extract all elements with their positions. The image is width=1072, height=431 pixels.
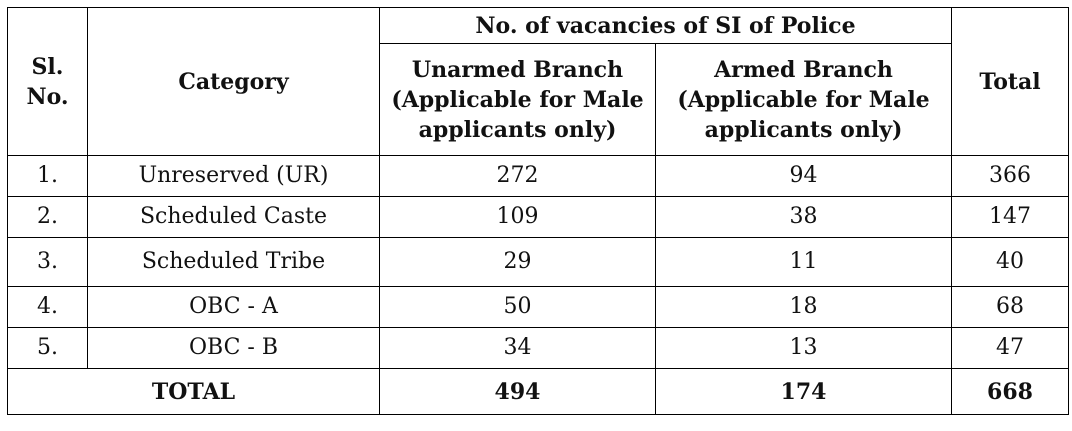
cell-armed: 38 [655, 196, 952, 238]
vacancy-table: Sl. No. Category No. of vacancies of SI … [7, 7, 1069, 415]
cell-category: OBC - B [87, 327, 380, 369]
cell-armed: 13 [655, 327, 952, 369]
cell-sl: 2. [7, 196, 88, 238]
cell-sl: 1. [7, 155, 88, 197]
cell-unarmed: 50 [379, 286, 656, 328]
header-unarmed-line1: Unarmed Branch [411, 56, 624, 83]
cell-sl: 5. [7, 327, 88, 369]
cell-unarmed: 34 [379, 327, 656, 369]
header-unarmed-branch: Unarmed Branch (Applicable for Male appl… [379, 43, 656, 156]
header-sl-no-line2: No. [26, 83, 69, 110]
table-total-row: TOTAL 494 174 668 [7, 368, 1069, 415]
header-category: Category [87, 7, 380, 156]
cell-unarmed: 272 [379, 155, 656, 197]
cell-category: Scheduled Caste [87, 196, 380, 238]
cell-unarmed: 29 [379, 237, 656, 287]
cell-armed: 18 [655, 286, 952, 328]
table-row: 5. OBC - B 34 13 47 [7, 327, 1069, 369]
cell-total: 366 [951, 155, 1069, 197]
cell-armed: 94 [655, 155, 952, 197]
cell-total: 47 [951, 327, 1069, 369]
header-unarmed-line3: applicants only) [418, 116, 617, 143]
cell-sl: 3. [7, 237, 88, 287]
cell-sl: 4. [7, 286, 88, 328]
table-row: 4. OBC - A 50 18 68 [7, 286, 1069, 328]
header-group-title: No. of vacancies of SI of Police [379, 7, 952, 44]
cell-total: 68 [951, 286, 1069, 328]
header-armed-line3: applicants only) [704, 116, 903, 143]
cell-category: OBC - A [87, 286, 380, 328]
total-label: TOTAL [7, 368, 380, 415]
header-unarmed-line2: (Applicable for Male [391, 86, 644, 113]
cell-total: 147 [951, 196, 1069, 238]
total-armed: 174 [655, 368, 952, 415]
table-row: 3. Scheduled Tribe 29 11 40 [7, 237, 1069, 287]
header-sl-no-line1: Sl. [31, 53, 64, 80]
cell-unarmed: 109 [379, 196, 656, 238]
total-grand: 668 [951, 368, 1069, 415]
table-row: 1. Unreserved (UR) 272 94 366 [7, 155, 1069, 197]
cell-armed: 11 [655, 237, 952, 287]
header-total: Total [951, 7, 1069, 156]
header-armed-line1: Armed Branch [714, 56, 893, 83]
cell-category: Unreserved (UR) [87, 155, 380, 197]
cell-category: Scheduled Tribe [87, 237, 380, 287]
header-armed-line2: (Applicable for Male [677, 86, 930, 113]
total-unarmed: 494 [379, 368, 656, 415]
cell-total: 40 [951, 237, 1069, 287]
table-row: 2. Scheduled Caste 109 38 147 [7, 196, 1069, 238]
header-sl-no: Sl. No. [7, 7, 88, 156]
header-armed-branch: Armed Branch (Applicable for Male applic… [655, 43, 952, 156]
